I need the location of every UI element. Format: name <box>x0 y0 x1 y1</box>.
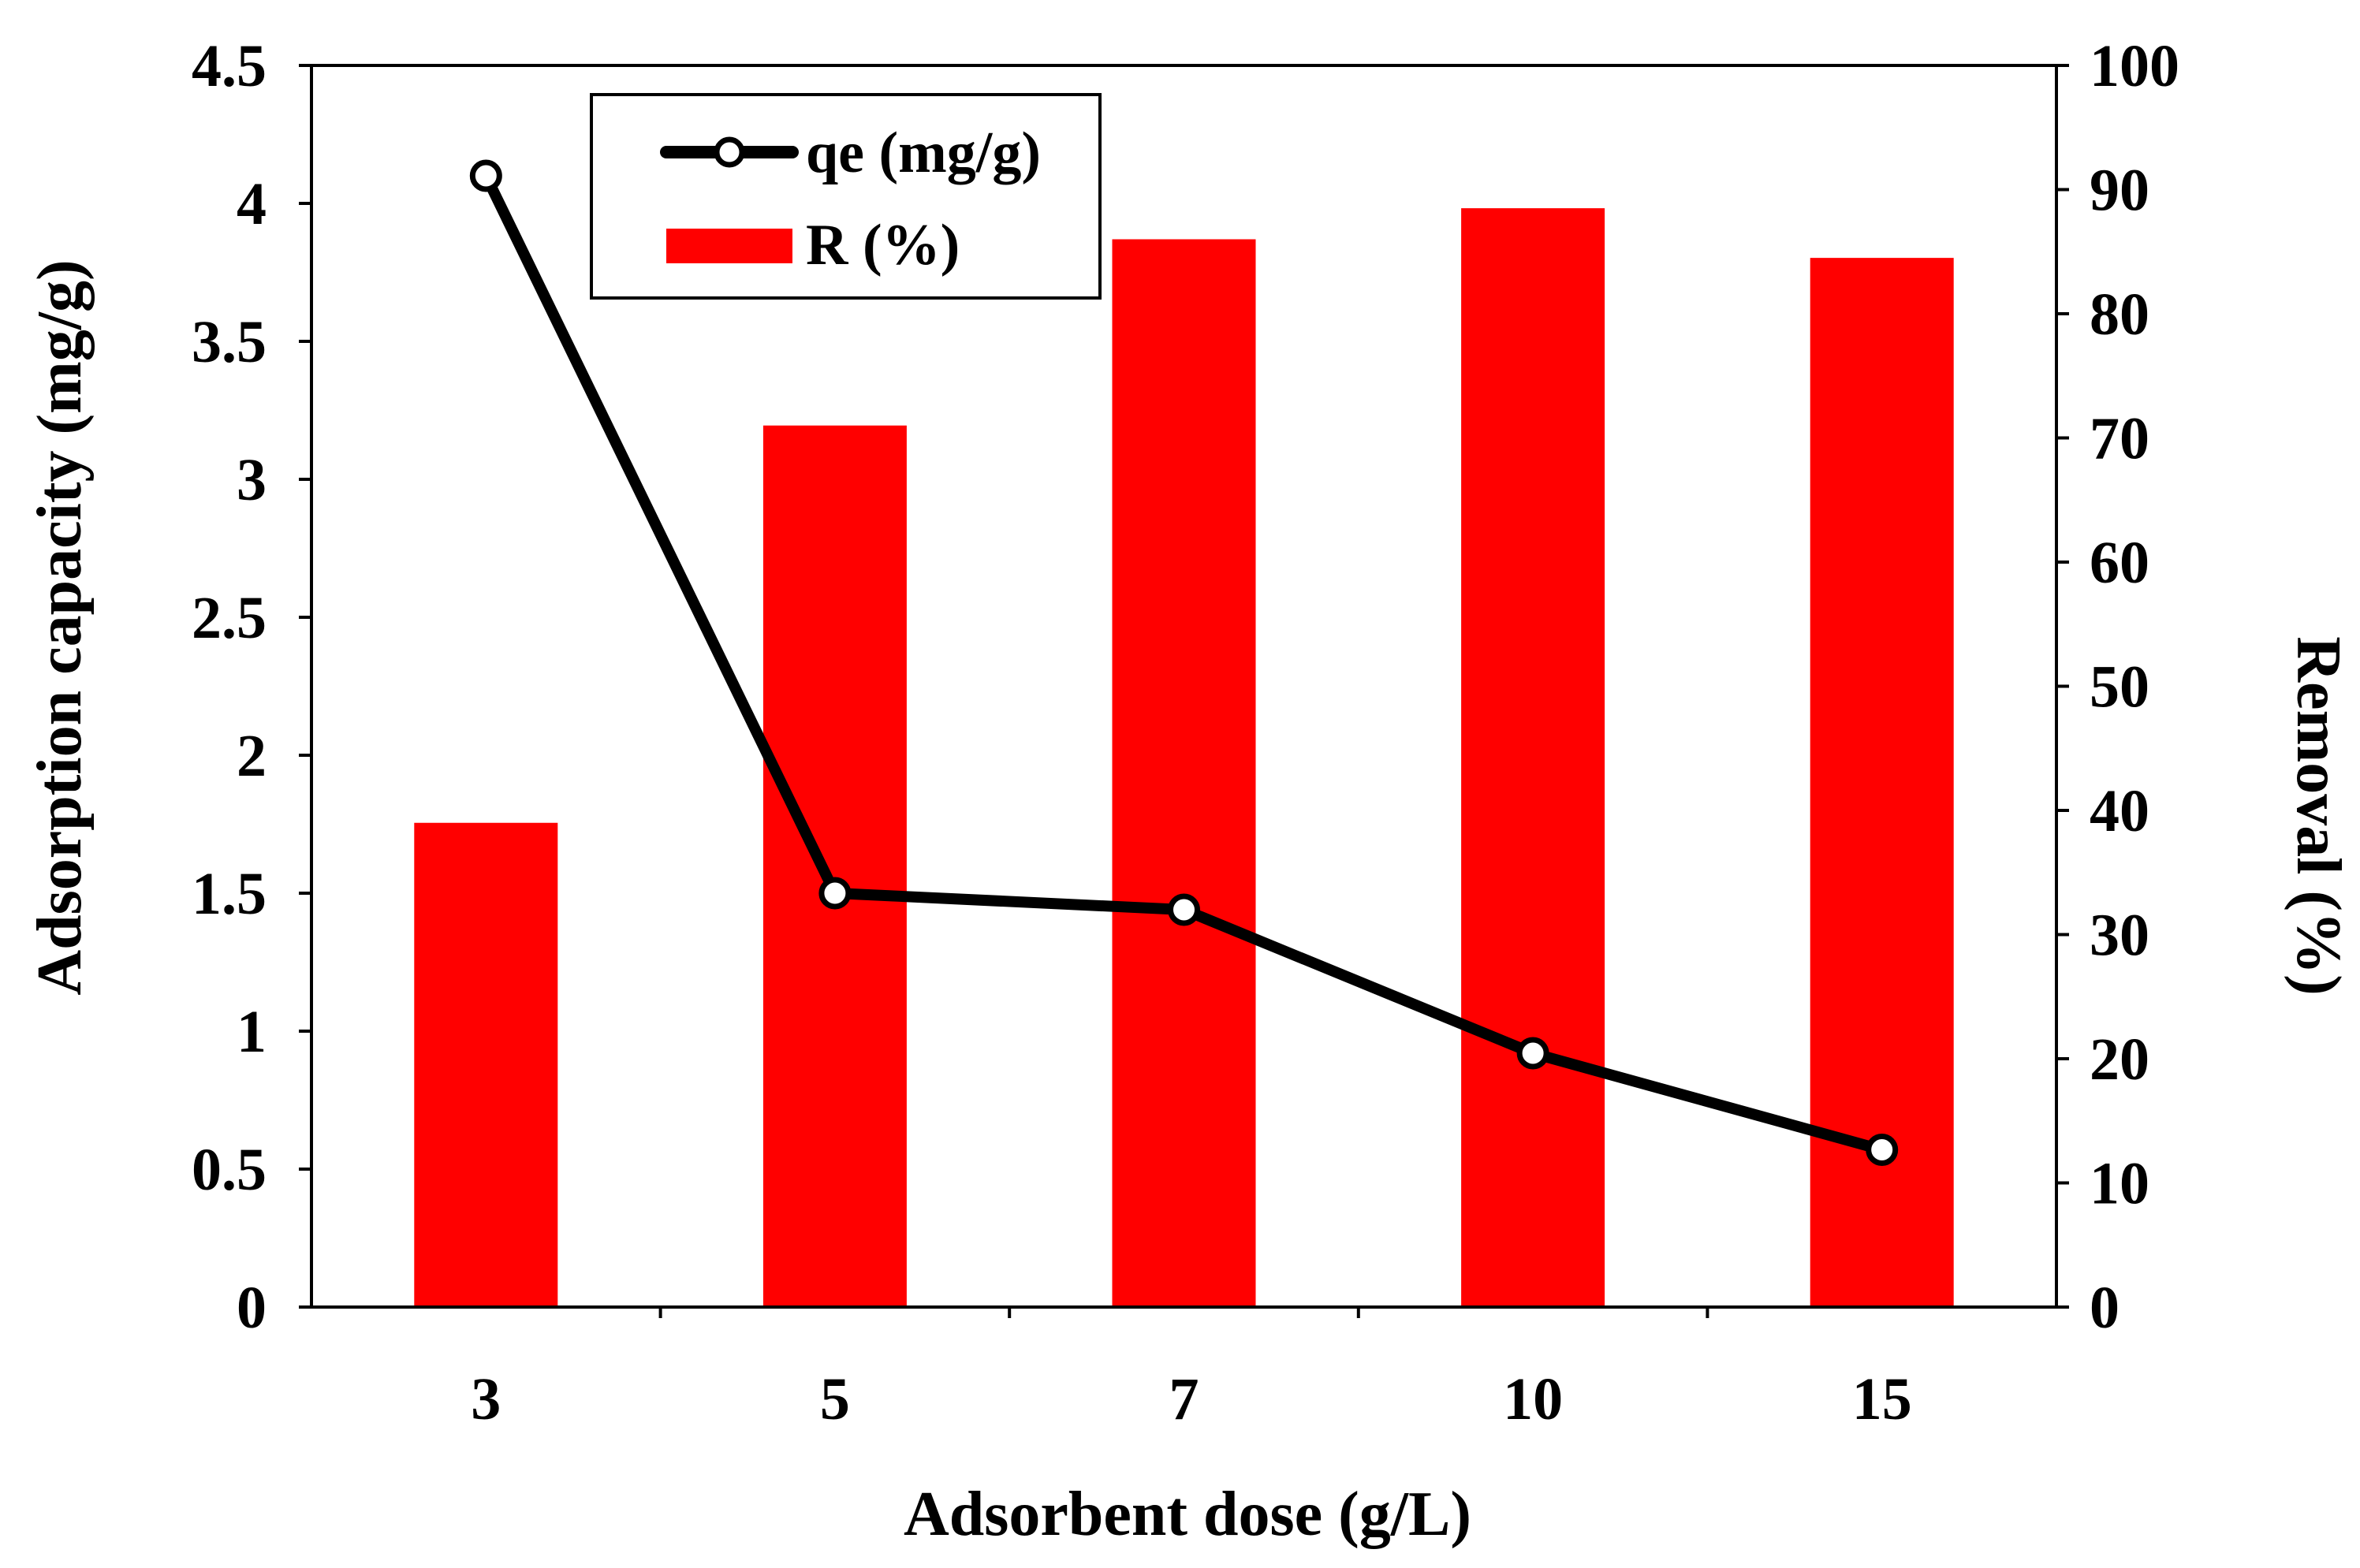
x-tick-label: 15 <box>1852 1366 1912 1432</box>
qe-point-3 <box>469 159 502 192</box>
left-y-axis-title: Adsorption capacity (mg/g) <box>25 259 95 995</box>
right-tick-label: 0 <box>2090 1275 2120 1341</box>
right-tick-label: 30 <box>2090 903 2149 969</box>
x-tick-label: 7 <box>1169 1366 1199 1432</box>
right-tick-label: 80 <box>2090 281 2149 348</box>
left-tick-label: 4.5 <box>192 33 267 99</box>
qe-point-10 <box>1516 1037 1549 1070</box>
right-tick-label: 20 <box>2090 1026 2149 1093</box>
right-y-axis-title: Removal (%) <box>2284 636 2353 995</box>
legend-marker-swatch <box>714 136 745 168</box>
x-tick-label: 10 <box>1503 1366 1563 1432</box>
right-y-ticks: 0 10 20 30 40 50 60 70 80 90 100 <box>2056 33 2179 1341</box>
x-axis-title: Adsorbent dose (g/L) <box>904 1480 1471 1549</box>
x-tick-label: 3 <box>471 1366 501 1432</box>
bar-7 <box>1112 239 1256 1307</box>
left-tick-label: 3.5 <box>192 309 267 375</box>
left-tick-label: 0.5 <box>192 1137 267 1203</box>
left-tick-label: 0 <box>237 1275 267 1341</box>
right-tick-label: 70 <box>2090 406 2149 472</box>
x-ticks: 3 5 7 10 15 <box>471 1307 1912 1432</box>
bar-series-removal <box>414 208 1954 1307</box>
left-tick-label: 3 <box>237 447 267 513</box>
right-tick-label: 60 <box>2090 530 2149 596</box>
legend-bar-swatch <box>666 229 792 263</box>
right-tick-label: 10 <box>2090 1151 2149 1217</box>
right-tick-label: 90 <box>2090 158 2149 224</box>
left-tick-label: 2 <box>237 723 267 789</box>
legend-label-removal: R (%) <box>806 213 960 277</box>
qe-point-7 <box>1168 893 1200 926</box>
bar-10 <box>1461 208 1605 1307</box>
right-tick-label: 100 <box>2090 33 2179 99</box>
qe-point-15 <box>1866 1134 1899 1166</box>
line-series-qe <box>469 159 1899 1166</box>
bar-5 <box>762 425 907 1307</box>
legend-label-qe: qe (mg/g) <box>806 121 1041 185</box>
right-tick-label: 40 <box>2090 778 2149 844</box>
left-tick-label: 1.5 <box>192 861 267 927</box>
qe-point-5 <box>818 877 852 910</box>
left-y-ticks: 0 0.5 1 1.5 2 2.5 3 3.5 4 4.5 <box>192 33 311 1341</box>
bar-3 <box>414 822 558 1307</box>
right-tick-label: 50 <box>2090 654 2149 721</box>
left-tick-label: 2.5 <box>192 585 267 651</box>
left-tick-label: 1 <box>237 999 267 1065</box>
left-tick-label: 4 <box>237 171 267 237</box>
legend-box <box>590 93 1102 300</box>
legend: qe (mg/g) R (%) <box>590 93 1102 300</box>
x-tick-label: 5 <box>820 1366 850 1432</box>
